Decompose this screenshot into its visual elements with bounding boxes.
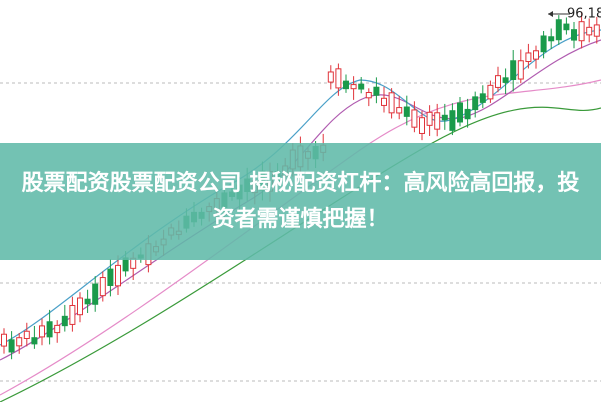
- candle-part: [327, 71, 334, 83]
- candle-part: [16, 337, 23, 347]
- banner-title: 股票配资股票配资公司 揭秘配资杠杆：高风险高回报，投资者需谨慎把握！: [21, 170, 580, 232]
- candle-part: [403, 106, 410, 117]
- candle-part: [578, 21, 585, 42]
- candle-part: [571, 29, 577, 41]
- candle-part: [358, 83, 365, 90]
- candle-part: [449, 110, 456, 131]
- candle-part: [365, 92, 372, 99]
- price-arrow: [548, 11, 553, 17]
- candle-part: [434, 112, 441, 130]
- candle-part: [46, 321, 53, 338]
- candle-part: [92, 283, 99, 305]
- candle-part: [1, 333, 7, 347]
- candle-part: [350, 84, 357, 90]
- candle-part: [396, 107, 403, 114]
- candle-part: [84, 298, 91, 305]
- candle-part: [39, 325, 45, 338]
- candle-part: [510, 60, 517, 80]
- candle-part: [61, 315, 68, 327]
- candle-part: [586, 26, 593, 36]
- candle-part: [441, 114, 448, 121]
- candle-part: [381, 97, 387, 106]
- candle-part: [99, 277, 106, 297]
- candle-part: [419, 117, 425, 134]
- price-label: 96,18: [567, 7, 601, 22]
- candle-part: [457, 102, 463, 123]
- candle-part: [533, 50, 539, 60]
- candle-part: [54, 324, 61, 334]
- candle-part: [373, 86, 380, 96]
- candle-part: [107, 268, 114, 286]
- candle-part: [69, 305, 76, 325]
- candle-part: [343, 80, 349, 90]
- candle-part: [472, 96, 479, 111]
- candle-part: [335, 68, 342, 89]
- candle-part: [540, 35, 547, 53]
- ma-short: [0, 39, 601, 361]
- candle-part: [8, 339, 15, 353]
- candle-part: [23, 330, 30, 339]
- candle-part: [563, 23, 570, 31]
- banner: 股票配资股票配资公司 揭秘配资杠杆：高风险高回报，投资者需谨慎把握！: [0, 143, 601, 260]
- candle-part: [115, 264, 121, 287]
- candle-part: [411, 109, 418, 128]
- candle-part: [464, 108, 471, 120]
- candle-part: [487, 84, 494, 100]
- candle-part: [525, 52, 532, 63]
- candle-part: [517, 60, 524, 80]
- candle-part: [479, 93, 486, 103]
- candle-part: [426, 111, 433, 126]
- candle-part: [502, 77, 509, 83]
- candle-part: [77, 297, 83, 316]
- candle-part: [548, 36, 555, 42]
- candle-part: [495, 75, 501, 88]
- candle-part: [31, 337, 38, 345]
- candle-part: [388, 92, 395, 114]
- candle-part: [555, 19, 562, 41]
- candle-part: [593, 24, 600, 37]
